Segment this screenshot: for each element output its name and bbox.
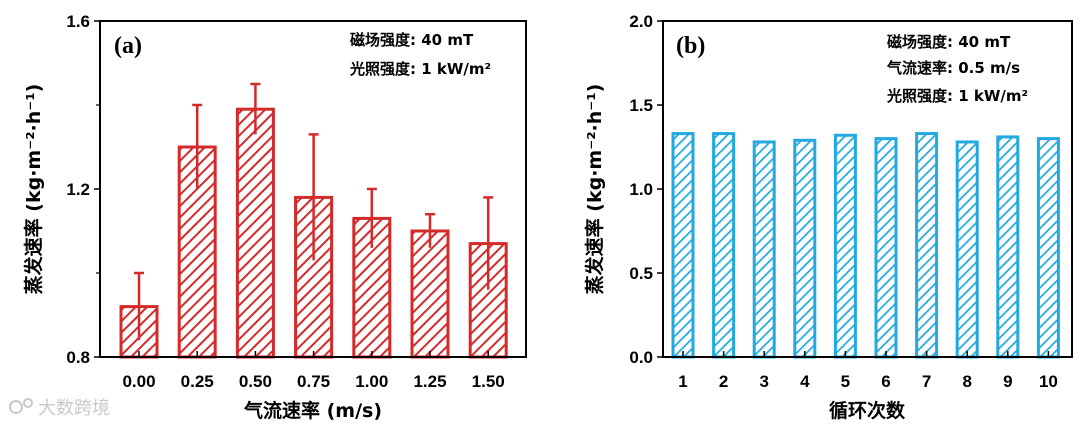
axis-ticks-b: 1 2 3 4 5 6 7 8 9 10 0.0 0.5 1.0 1.5 2.0: [629, 12, 1058, 391]
x-tick-label-a-1.00: 1.00: [355, 372, 388, 391]
x-tick-label-b-10: 10: [1039, 372, 1058, 391]
bar-b-8: [955, 140, 979, 359]
y-tick-label-b-0.5: 0.5: [629, 264, 653, 283]
bar-b-3: [752, 140, 776, 359]
x-axis-label-b: 循环次数: [829, 399, 906, 422]
watermark-logo-dot-icon: [23, 398, 33, 408]
error-bar-a-1.25: [425, 212, 435, 248]
y-tick-label-a-0.8: 0.8: [66, 348, 90, 367]
x-tick-label-b-7: 7: [922, 372, 931, 391]
x-tick-label-b-5: 5: [841, 372, 850, 391]
x-axis-label-a: 气流速率 (m/s): [243, 399, 382, 422]
panel-label-a: (a): [114, 33, 142, 59]
bar-b-6: [874, 137, 898, 359]
x-tick-label-b-4: 4: [800, 372, 810, 391]
x-tick-label-b-9: 9: [1003, 372, 1012, 391]
annotation-airflow-b: 气流速率: 0.5 m/s: [886, 59, 1020, 77]
x-tick-label-a-1.25: 1.25: [413, 372, 446, 391]
bar-b-10: [1036, 137, 1060, 359]
x-tick-label-b-3: 3: [759, 372, 768, 391]
error-bar-group-a: [134, 82, 494, 341]
y-tick-label-b-0.0: 0.0: [629, 348, 653, 367]
annotation-magnetic-field-b: 磁场强度: 40 mT: [887, 33, 1011, 51]
annotation-magnetic-field-a: 磁场强度: 40 mT: [350, 31, 474, 49]
x-tick-label-b-1: 1: [678, 372, 687, 391]
y-tick-label-b-1.5: 1.5: [629, 96, 653, 115]
error-bar-a-0.75: [308, 133, 319, 261]
axis-ticks-a: 0.00 0.25 0.50 0.75 1.00 1.25 1.50 0.8 1.2 1.6: [66, 12, 504, 391]
error-bar-a-1.50: [483, 196, 494, 290]
x-tick-label-a-0.25: 0.25: [181, 372, 214, 391]
annotation-light-intensity-b: 光照强度: 1 kW/m²: [886, 87, 1028, 105]
error-bar-a-0.00: [134, 271, 144, 341]
annotation-light-intensity-a: 光照强度: 1 kW/m²: [349, 60, 491, 78]
x-tick-label-b-6: 6: [881, 372, 890, 391]
y-tick-label-a-1.6: 1.6: [66, 12, 90, 31]
bar-b-9: [996, 135, 1020, 359]
y-tick-label-b-2.0: 2.0: [629, 12, 653, 31]
error-bar-a-0.50: [250, 82, 261, 135]
x-tick-label-a-1.50: 1.50: [472, 372, 505, 391]
y-axis-label-b: 蒸发速率 (kg·m⁻²·h⁻¹): [583, 84, 606, 295]
error-bar-a-1.00: [366, 187, 377, 248]
y-tick-label-a-1.2: 1.2: [66, 180, 90, 199]
panel-label-b: (b): [676, 33, 705, 59]
bar-b-2: [712, 132, 736, 359]
watermark: 大数跨境: [9, 398, 110, 419]
bar-a-0.50: [235, 107, 275, 359]
watermark-text: 大数跨境: [38, 398, 110, 419]
x-tick-label-a-0.00: 0.00: [122, 372, 155, 391]
x-tick-label-a-0.75: 0.75: [297, 372, 330, 391]
bar-b-1: [671, 132, 695, 359]
y-axis-label-a: 蒸发速率 (kg·m⁻²·h⁻¹): [22, 84, 45, 295]
chart-a: 0.00 0.25 0.50 0.75 1.00 1.25 1.50 0.8 1.2 1.6 (a…: [22, 12, 527, 422]
bar-group-b: [671, 132, 1060, 359]
x-tick-label-b-8: 8: [962, 372, 971, 391]
bar-a-0.75: [294, 195, 334, 359]
y-tick-label-b-1.0: 1.0: [629, 180, 653, 199]
bar-b-7: [915, 132, 939, 359]
bar-b-5: [833, 133, 857, 359]
error-bar-a-0.25: [192, 103, 203, 189]
watermark-logo-icon: [9, 400, 23, 414]
chart-b: 1 2 3 4 5 6 7 8 9 10 0.0 0.5 1.0 1.5 2.0 (b) 磁场强度: 40 …: [583, 12, 1073, 422]
bar-b-4: [793, 138, 817, 359]
x-tick-label-a-0.50: 0.50: [239, 372, 272, 391]
x-tick-label-b-2: 2: [719, 372, 728, 391]
bar-a-1.25: [410, 229, 450, 359]
